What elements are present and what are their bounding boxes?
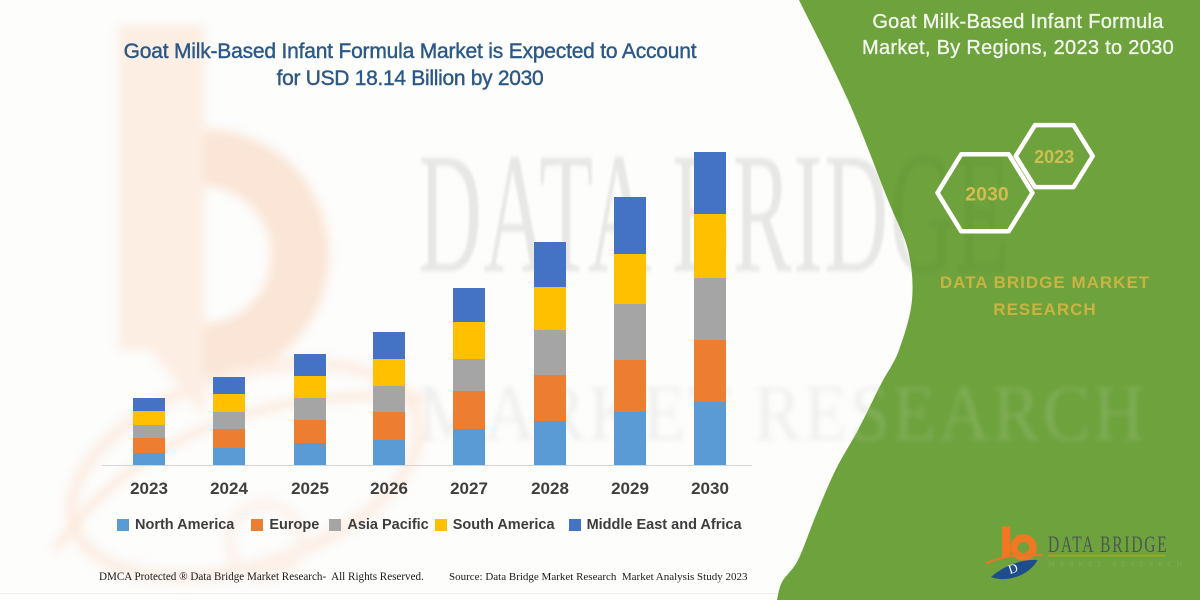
svg-text:MARKET RESEARCH: MARKET RESEARCH [1048,560,1187,569]
svg-text:DATA BRIDGE: DATA BRIDGE [1048,532,1169,558]
svg-text:2030: 2030 [965,184,1009,206]
svg-text:D: D [1006,560,1020,577]
svg-text:2023: 2023 [1034,147,1074,167]
